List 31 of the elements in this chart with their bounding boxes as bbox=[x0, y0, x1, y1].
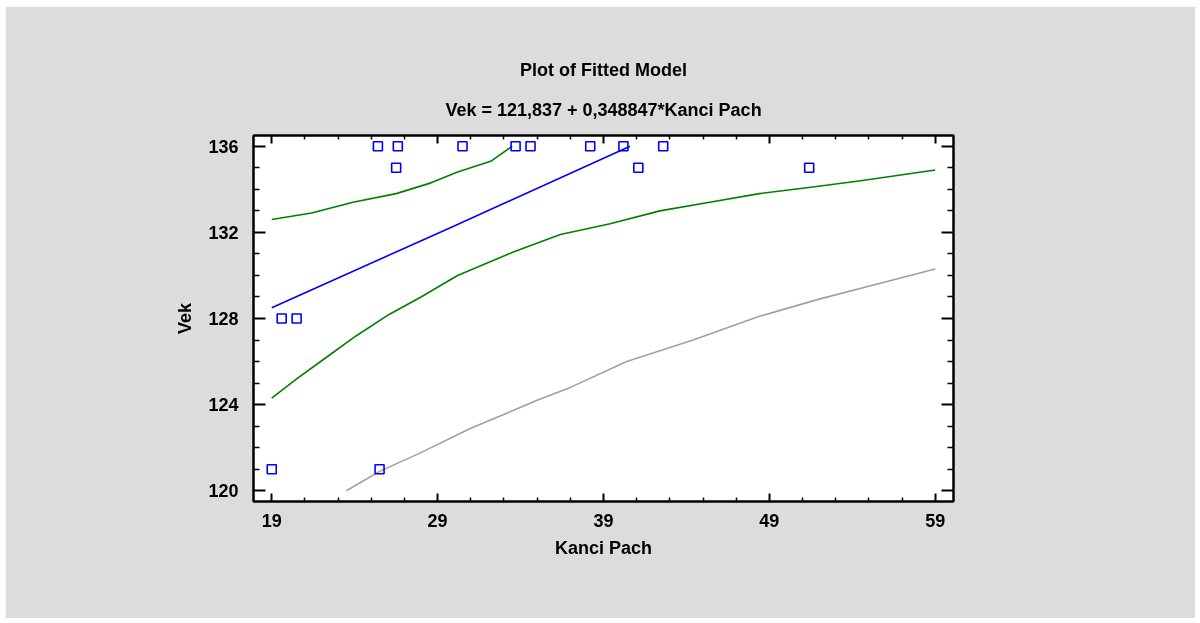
point bbox=[525, 140, 536, 152]
chart-title: Plot of Fitted Model bbox=[520, 59, 687, 80]
x-tick-label: 19 bbox=[261, 510, 282, 531]
y-axis-title: Vek bbox=[175, 301, 196, 335]
chart-subtitle: Vek = 121,837 + 0,348847*Kanci Pach bbox=[445, 99, 762, 120]
x-tick-label: 59 bbox=[925, 510, 946, 531]
y-tick-label: 132 bbox=[208, 222, 239, 243]
line-series bbox=[345, 268, 937, 492]
point bbox=[390, 162, 402, 174]
point bbox=[276, 313, 287, 324]
point bbox=[618, 140, 629, 152]
point bbox=[510, 140, 521, 152]
point bbox=[374, 463, 385, 475]
point bbox=[392, 140, 404, 152]
point bbox=[291, 313, 302, 324]
point bbox=[657, 140, 669, 152]
x-tick-label: 49 bbox=[759, 510, 780, 531]
point bbox=[266, 463, 278, 475]
point bbox=[584, 140, 596, 152]
x-tick-label: 39 bbox=[593, 510, 614, 531]
y-tick-label: 120 bbox=[208, 481, 239, 502]
point bbox=[803, 162, 815, 174]
x-tick-label: 29 bbox=[427, 510, 448, 531]
y-tick-label: 128 bbox=[208, 309, 239, 329]
x-axis-title: Kanci Pach bbox=[554, 537, 653, 558]
y-tick-label: 124 bbox=[208, 395, 239, 416]
point bbox=[457, 140, 468, 152]
point bbox=[372, 140, 384, 152]
point bbox=[633, 162, 644, 174]
y-tick-label: 136 bbox=[208, 136, 239, 157]
line-series bbox=[270, 169, 937, 399]
